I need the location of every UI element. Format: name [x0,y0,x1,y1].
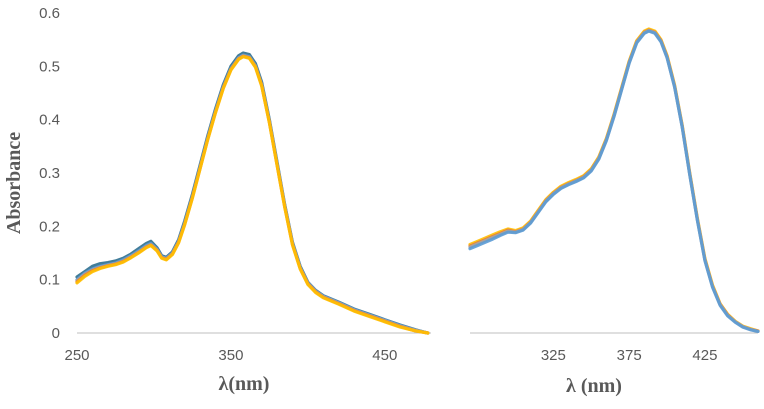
x-tick-label: 350 [218,347,243,364]
x-tick-label: 325 [541,347,566,364]
spectrum-series-line [75,54,430,335]
right-spectrum-panel: 325 375 425 λ (nm) [468,27,760,397]
left-spectrum-panel: 250 350 450 0 0.1 0.2 0.3 0.4 0.5 0.6 λ(nm) Absorba… [3,5,431,395]
y-tick-label: 0.5 [39,58,60,75]
spectrum-series-line [468,27,760,333]
spectrum-series-line [468,28,760,333]
spectrum-series-line [75,53,430,335]
y-axis-title: Absorbance [3,132,25,234]
x-tick-label: 250 [64,347,89,364]
spectrum-series-line [468,29,760,333]
spectrum-series-line [75,55,430,335]
y-tick-label: 0.4 [39,112,60,129]
x-axis-title: λ (nm) [566,375,622,397]
y-tick-label: 0 [52,325,60,342]
y-tick-label: 0.3 [39,165,60,182]
y-tick-label: 0.2 [39,218,60,235]
x-tick-label: 425 [692,347,717,364]
spectrum-series-line [468,29,760,333]
y-tick-label: 0.1 [39,272,60,289]
spectrum-series-line [75,51,430,335]
spectrum-series-line [75,54,430,335]
x-tick-label: 375 [617,347,642,364]
y-tick-label: 0.6 [39,5,60,22]
x-axis-title: λ(nm) [219,373,270,395]
x-tick-label: 450 [372,347,397,364]
